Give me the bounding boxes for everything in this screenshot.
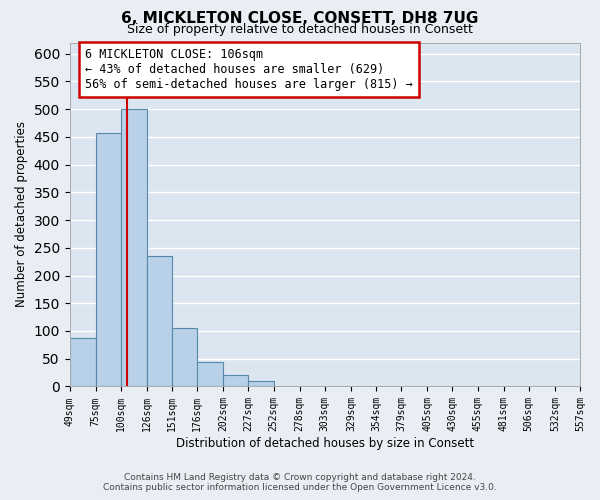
Bar <box>121 109 147 386</box>
Y-axis label: Number of detached properties: Number of detached properties <box>15 122 28 308</box>
Text: 6 MICKLETON CLOSE: 106sqm
← 43% of detached houses are smaller (629)
56% of semi: 6 MICKLETON CLOSE: 106sqm ← 43% of detac… <box>85 48 413 90</box>
Bar <box>147 256 172 386</box>
Bar <box>197 362 223 386</box>
Bar <box>96 133 121 386</box>
Bar <box>248 381 274 386</box>
X-axis label: Distribution of detached houses by size in Consett: Distribution of detached houses by size … <box>176 437 474 450</box>
Text: Contains HM Land Registry data © Crown copyright and database right 2024.
Contai: Contains HM Land Registry data © Crown c… <box>103 473 497 492</box>
Bar <box>70 338 96 386</box>
Bar <box>172 328 197 386</box>
Text: 6, MICKLETON CLOSE, CONSETT, DH8 7UG: 6, MICKLETON CLOSE, CONSETT, DH8 7UG <box>121 11 479 26</box>
Bar <box>223 376 248 386</box>
Text: Size of property relative to detached houses in Consett: Size of property relative to detached ho… <box>127 24 473 36</box>
